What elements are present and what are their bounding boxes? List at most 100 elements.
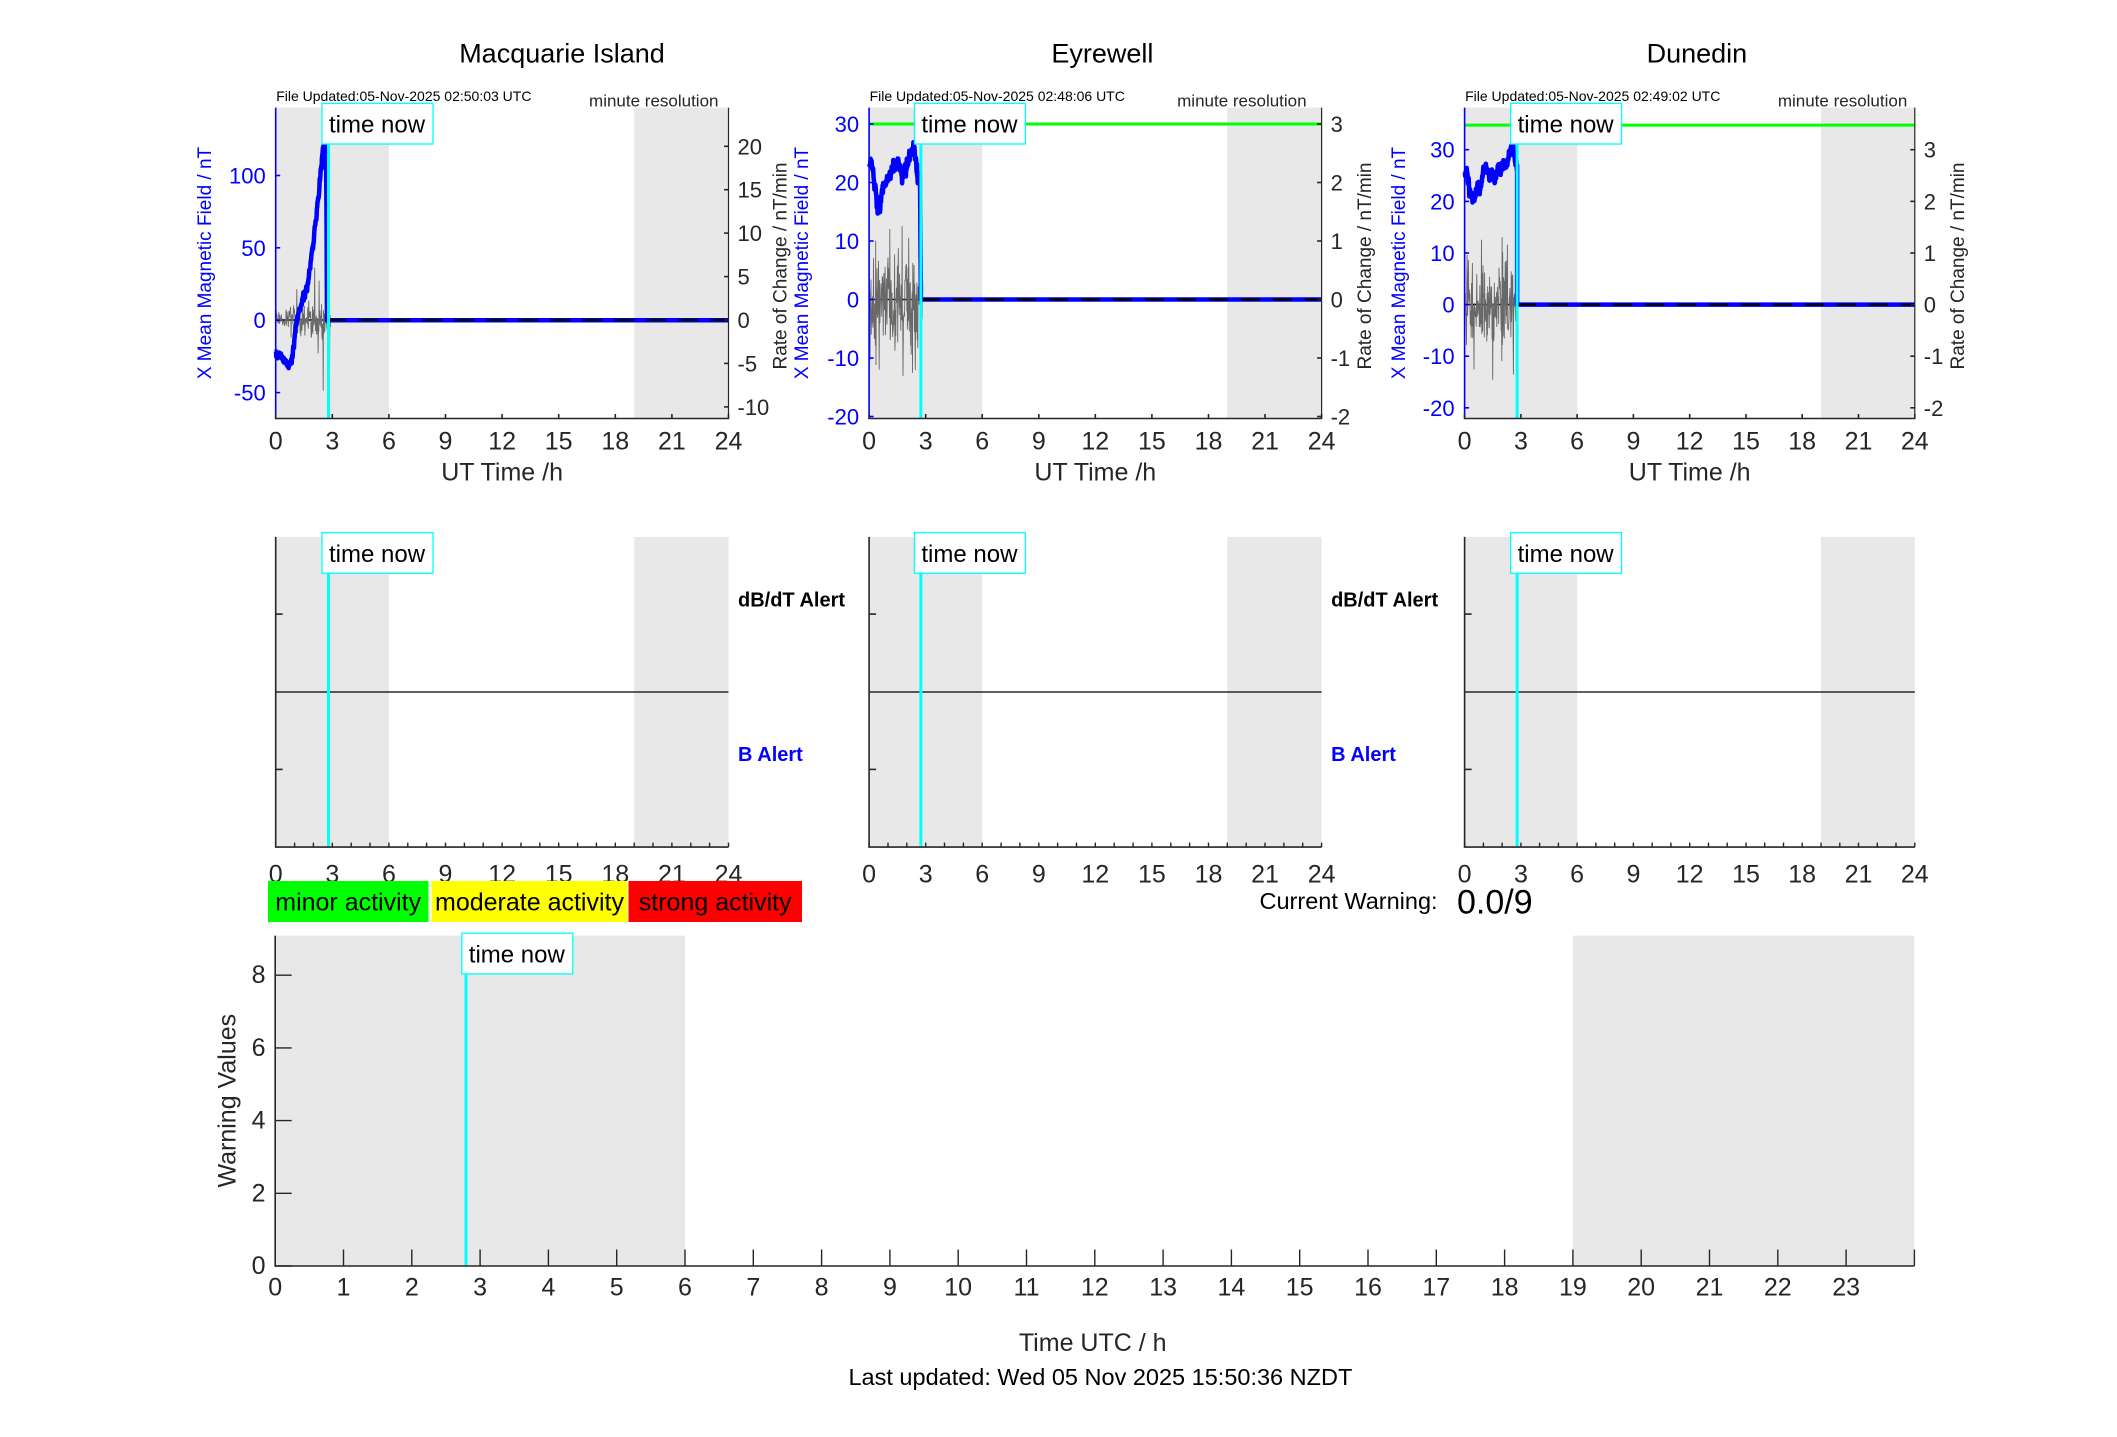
- svg-text:20: 20: [1430, 189, 1454, 214]
- svg-text:X Mean Magnetic Field / nT: X Mean Magnetic Field / nT: [1389, 146, 1410, 379]
- svg-text:3: 3: [1924, 138, 1936, 163]
- svg-text:minute resolution: minute resolution: [589, 92, 718, 111]
- svg-text:File Updated:05-Nov-2025 02:48: File Updated:05-Nov-2025 02:48:06 UTC: [870, 88, 1125, 104]
- svg-text:15: 15: [1732, 428, 1760, 456]
- svg-text:-1: -1: [1331, 346, 1351, 371]
- svg-text:30: 30: [1430, 138, 1454, 163]
- svg-text:12: 12: [1081, 1274, 1109, 1302]
- svg-text:21: 21: [1696, 1274, 1724, 1302]
- svg-text:0: 0: [1458, 860, 1472, 888]
- svg-text:X Mean Magnetic Field / nT: X Mean Magnetic Field / nT: [195, 146, 216, 379]
- svg-text:6: 6: [1570, 860, 1584, 888]
- svg-text:Macquarie Island: Macquarie Island: [459, 39, 665, 69]
- svg-text:21: 21: [1251, 428, 1279, 456]
- svg-text:time now: time now: [921, 541, 1018, 568]
- svg-text:UT Time /h: UT Time /h: [441, 459, 563, 487]
- svg-text:0: 0: [269, 428, 283, 456]
- svg-text:9: 9: [883, 1274, 897, 1302]
- svg-text:minor activity: minor activity: [275, 889, 421, 917]
- svg-text:24: 24: [715, 428, 743, 456]
- svg-text:6: 6: [975, 860, 989, 888]
- svg-text:Eyrewell: Eyrewell: [1051, 39, 1153, 69]
- svg-text:12: 12: [488, 428, 516, 456]
- svg-text:20: 20: [835, 171, 859, 196]
- svg-text:15: 15: [738, 178, 762, 203]
- svg-text:23: 23: [1832, 1274, 1860, 1302]
- svg-text:24: 24: [1901, 428, 1929, 456]
- svg-text:minute resolution: minute resolution: [1177, 92, 1306, 111]
- svg-text:Rate of Change / nT/min: Rate of Change / nT/min: [1355, 163, 1376, 370]
- svg-text:3: 3: [1514, 860, 1528, 888]
- svg-text:2: 2: [1331, 171, 1343, 196]
- svg-text:6: 6: [252, 1034, 266, 1062]
- svg-text:14: 14: [1217, 1274, 1245, 1302]
- svg-text:8: 8: [252, 961, 266, 989]
- svg-text:Dunedin: Dunedin: [1647, 39, 1748, 69]
- svg-text:10: 10: [738, 221, 762, 246]
- svg-text:File Updated:05-Nov-2025 02:49: File Updated:05-Nov-2025 02:49:02 UTC: [1465, 88, 1720, 104]
- svg-text:moderate activity: moderate activity: [435, 889, 624, 917]
- svg-text:2: 2: [252, 1179, 266, 1207]
- svg-text:UT Time /h: UT Time /h: [1034, 459, 1156, 487]
- svg-text:18: 18: [1491, 1274, 1519, 1302]
- svg-text:time now: time now: [329, 112, 426, 139]
- svg-text:time now: time now: [469, 942, 566, 969]
- svg-text:0.0/9: 0.0/9: [1457, 883, 1533, 921]
- svg-text:10: 10: [944, 1274, 972, 1302]
- svg-text:24: 24: [1901, 860, 1929, 888]
- svg-text:3: 3: [1514, 428, 1528, 456]
- svg-text:Last updated: Wed 05 Nov 2025: Last updated: Wed 05 Nov 2025 15:50:36 N…: [848, 1364, 1352, 1390]
- svg-text:8: 8: [815, 1274, 829, 1302]
- svg-text:UT Time /h: UT Time /h: [1629, 459, 1751, 487]
- svg-text:time now: time now: [1518, 112, 1615, 139]
- svg-text:12: 12: [1676, 860, 1704, 888]
- svg-text:19: 19: [1559, 1274, 1587, 1302]
- svg-text:17: 17: [1422, 1274, 1450, 1302]
- svg-text:5: 5: [738, 265, 750, 290]
- svg-text:time now: time now: [329, 541, 426, 568]
- svg-text:15: 15: [1138, 860, 1166, 888]
- svg-text:18: 18: [1788, 428, 1816, 456]
- svg-text:1: 1: [1331, 229, 1343, 254]
- svg-text:-1: -1: [1924, 344, 1944, 369]
- svg-text:9: 9: [1626, 860, 1640, 888]
- svg-text:22: 22: [1764, 1274, 1792, 1302]
- svg-text:dB/dT Alert: dB/dT Alert: [738, 589, 845, 611]
- svg-text:2: 2: [405, 1274, 419, 1302]
- svg-text:0: 0: [862, 860, 876, 888]
- svg-text:13: 13: [1149, 1274, 1177, 1302]
- svg-text:0: 0: [253, 308, 265, 333]
- svg-text:File Updated:05-Nov-2025 02:50: File Updated:05-Nov-2025 02:50:03 UTC: [276, 88, 531, 104]
- svg-text:minute resolution: minute resolution: [1778, 92, 1907, 111]
- svg-text:4: 4: [252, 1107, 266, 1135]
- svg-text:time now: time now: [921, 112, 1018, 139]
- svg-text:18: 18: [1788, 860, 1816, 888]
- svg-text:21: 21: [1251, 860, 1279, 888]
- svg-text:0: 0: [862, 428, 876, 456]
- svg-text:16: 16: [1354, 1274, 1382, 1302]
- svg-text:9: 9: [1032, 860, 1046, 888]
- svg-text:X Mean Magnetic Field / nT: X Mean Magnetic Field / nT: [792, 146, 813, 379]
- svg-text:0: 0: [1458, 428, 1472, 456]
- svg-text:0: 0: [268, 1274, 282, 1302]
- svg-text:Rate of Change / nT/min: Rate of Change / nT/min: [770, 163, 791, 370]
- svg-text:0: 0: [847, 288, 859, 313]
- svg-text:B Alert: B Alert: [1331, 744, 1396, 766]
- svg-text:time now: time now: [1518, 541, 1615, 568]
- svg-text:-50: -50: [234, 381, 266, 406]
- svg-text:12: 12: [1081, 428, 1109, 456]
- svg-text:6: 6: [382, 428, 396, 456]
- svg-text:0: 0: [1331, 288, 1343, 313]
- svg-text:strong activity: strong activity: [639, 889, 792, 917]
- svg-text:-10: -10: [1423, 344, 1455, 369]
- svg-text:Rate of Change / nT/min: Rate of Change / nT/min: [1948, 163, 1969, 370]
- svg-text:24: 24: [1308, 860, 1336, 888]
- svg-text:0: 0: [252, 1252, 266, 1280]
- svg-text:15: 15: [1286, 1274, 1314, 1302]
- svg-text:-10: -10: [827, 346, 859, 371]
- svg-text:3: 3: [919, 428, 933, 456]
- svg-text:Warning Values: Warning Values: [214, 1014, 242, 1188]
- svg-text:12: 12: [1081, 860, 1109, 888]
- svg-text:9: 9: [1626, 428, 1640, 456]
- svg-text:9: 9: [1032, 428, 1046, 456]
